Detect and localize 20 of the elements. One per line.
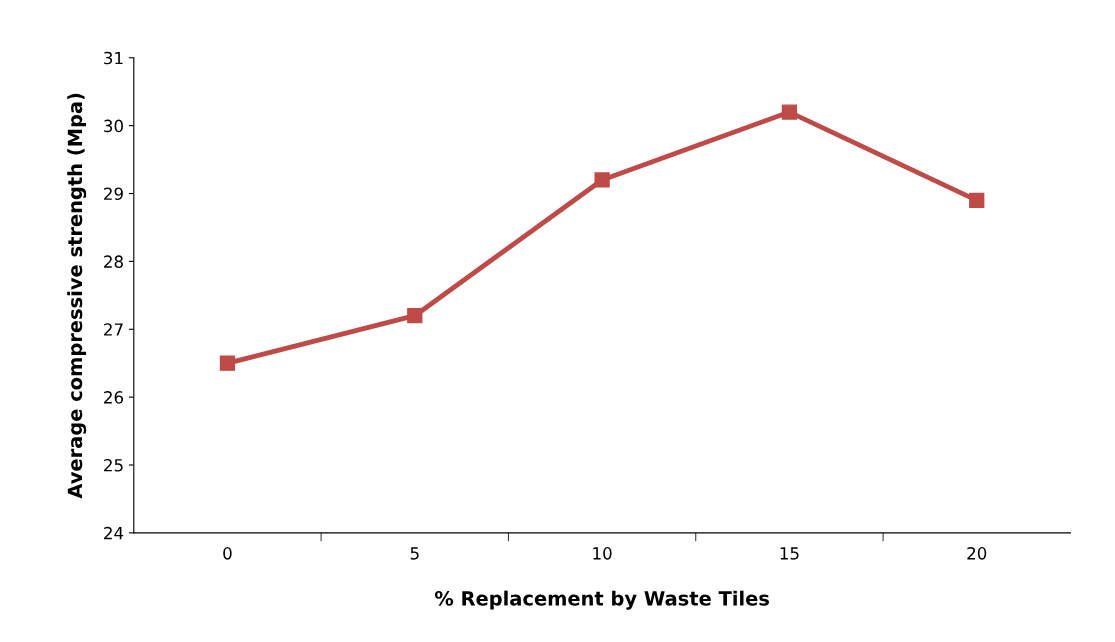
y-tick-label: 24 (104, 526, 124, 540)
x-tick-label: 15 (780, 547, 799, 560)
point (407, 308, 423, 324)
point (969, 192, 985, 208)
x-axis-title: % Replacement by Waste Tiles (434, 590, 769, 610)
y-tick-label: 29 (104, 187, 123, 201)
y-tick-label: 31 (104, 51, 123, 65)
y-tick-label: 26 (104, 391, 124, 404)
point (219, 355, 236, 371)
x-tick-label: 5 (410, 547, 419, 560)
y-axis-title: Average compressive strength (Mpa) (67, 93, 87, 499)
x-tick-label: 0 (223, 547, 232, 560)
point (781, 104, 798, 120)
y-tick-label: 25 (104, 458, 123, 472)
x-tick-label: 20 (967, 547, 987, 560)
x-tick-label: 10 (593, 547, 612, 560)
y-tick-label: 27 (104, 323, 123, 336)
y-tick-label: 30 (104, 119, 123, 133)
point (594, 172, 610, 188)
y-tick-label: 28 (104, 255, 123, 268)
